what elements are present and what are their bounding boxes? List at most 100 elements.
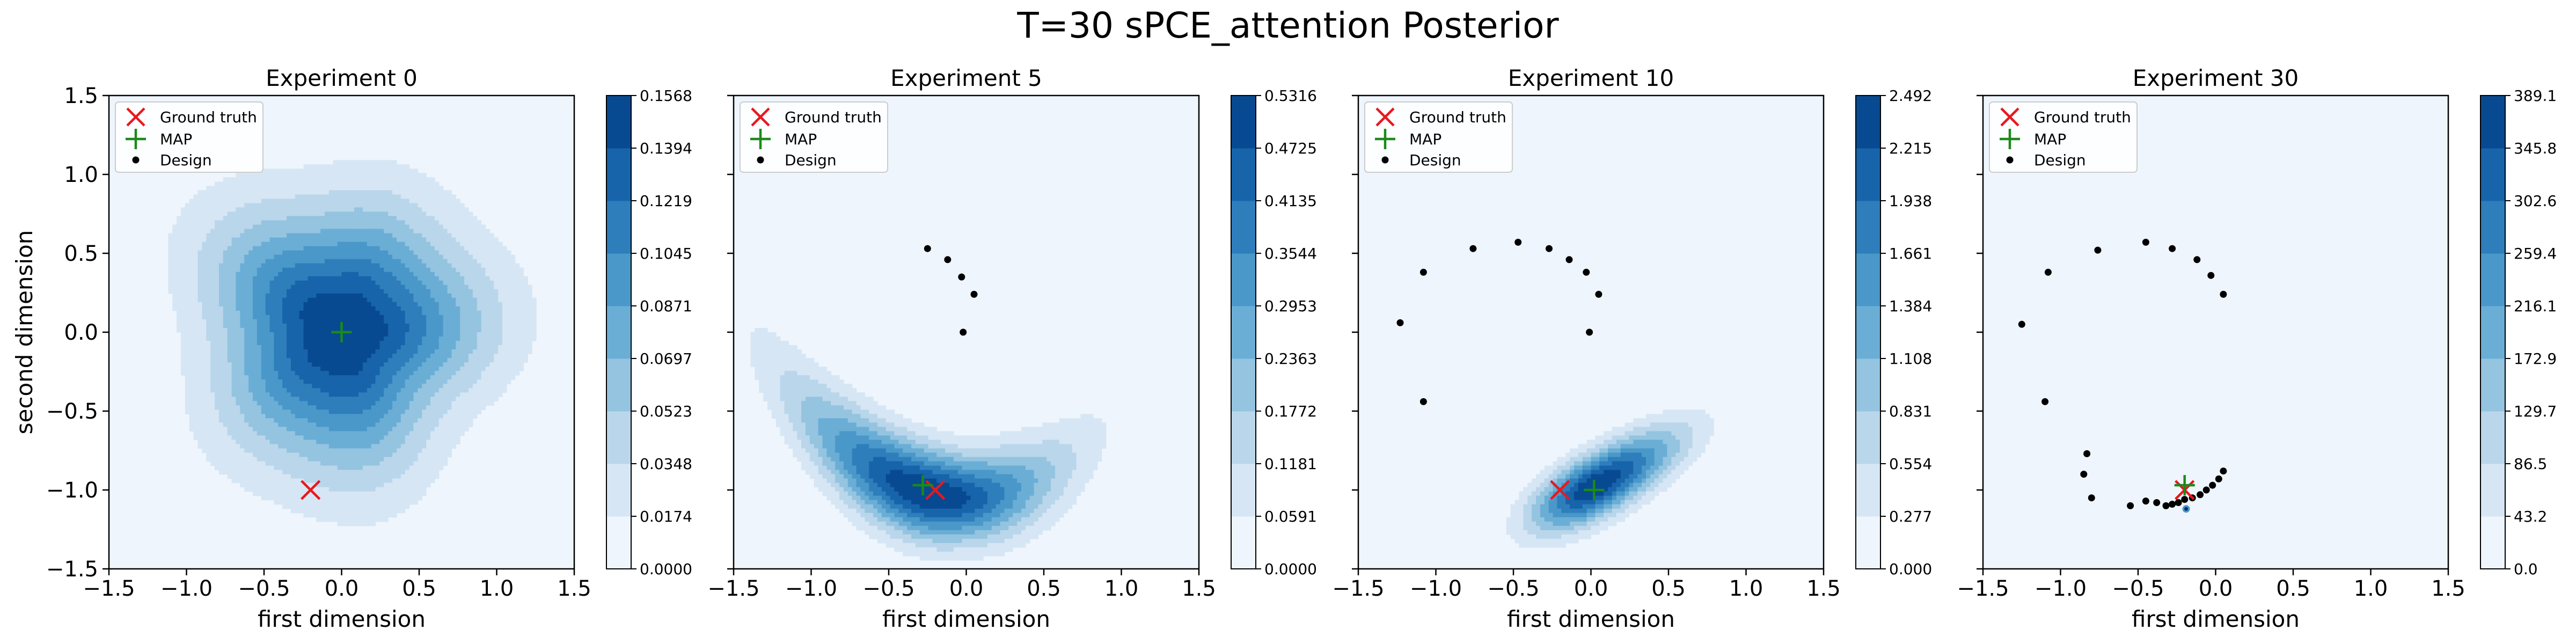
colorbar: 0.0000 0.0174 0.0348 0.0523 0.0697 0.0871 0.10… <box>606 87 692 578</box>
colorbar-tick-label: 0.3544 <box>1264 245 1317 262</box>
x-tick-label: 1.0 <box>2354 576 2388 601</box>
x-tick-label: −1.0 <box>1410 576 1462 601</box>
y-tick-label: −0.5 <box>46 399 98 424</box>
colorbar-tick-label: 0.1568 <box>640 87 692 105</box>
legend: Ground truth MAP Design <box>1364 101 1513 173</box>
y-axis-label: second dimension <box>11 230 38 435</box>
x-axis-label: first dimension <box>258 606 426 632</box>
panel-1: Ground truth MAP Design −1.5 −1.0 −0.5 0.0 0.5 1… <box>707 65 1317 632</box>
map-marker <box>331 322 352 342</box>
colorbar-tick-label: 0.831 <box>1889 402 1932 420</box>
design-point <box>2088 494 2095 502</box>
map-marker <box>2174 475 2195 496</box>
x-tick-label: 0.0 <box>325 576 359 601</box>
design-point <box>2220 290 2227 298</box>
design-point <box>944 256 952 264</box>
colorbar-tick-label: 0.0697 <box>640 350 692 368</box>
legend-ground-truth-icon <box>1375 107 1395 127</box>
colorbar-tick-label: 2.492 <box>1889 87 1932 105</box>
x-axis-label: first dimension <box>882 606 1050 632</box>
panel-title: Experiment 5 <box>890 65 1042 91</box>
colorbar-tick-label: 0.0523 <box>640 402 692 420</box>
y-tick-label: −1.0 <box>46 478 98 503</box>
legend-map-icon <box>750 129 771 149</box>
x-tick-label: −1.5 <box>1332 576 1384 601</box>
colorbar-tick-label: 0.0000 <box>640 560 692 578</box>
ground-truth-marker <box>925 480 946 500</box>
design-point <box>924 245 931 252</box>
x-tick-label: 0.0 <box>949 576 984 601</box>
ground-truth-marker <box>301 480 321 500</box>
design-point <box>1419 398 1427 405</box>
colorbar-tick-label: 129.7 <box>2514 402 2557 420</box>
design-point <box>2197 491 2204 499</box>
y-tick-label: 0.0 <box>64 320 98 345</box>
legend-map-icon <box>126 129 146 149</box>
design-point <box>2202 486 2210 494</box>
colorbar-tick-label: 389.1 <box>2514 87 2557 105</box>
legend-entry: MAP <box>160 130 192 148</box>
design-point <box>2153 499 2161 506</box>
legend: Ground truth MAP Design <box>740 101 888 173</box>
x-axis-label: first dimension <box>2132 606 2300 632</box>
x-tick-label: −1.5 <box>707 576 759 601</box>
colorbar-tick-label: 0.000 <box>1889 560 1932 578</box>
legend-entry: Ground truth <box>2034 108 2131 126</box>
colorbar-tick-label: 0.0000 <box>1264 560 1317 578</box>
colorbar-tick-label: 1.108 <box>1889 350 1932 368</box>
colorbar-tick-label: 0.0 <box>2514 560 2538 578</box>
x-tick-label: −0.5 <box>1487 576 1539 601</box>
design-point <box>2094 246 2102 254</box>
legend-entry: MAP <box>785 130 817 148</box>
x-tick-label: 1.0 <box>1104 576 1139 601</box>
colorbar: 0.000 0.277 0.554 0.831 1.108 1.384 1.661 1.938… <box>1855 87 1932 578</box>
x-tick-label: 0.5 <box>1027 576 1061 601</box>
design-point <box>2127 502 2134 509</box>
colorbar-tick-label: 172.9 <box>2514 350 2557 368</box>
legend-entry: Design <box>785 151 837 169</box>
design-point <box>960 328 967 336</box>
x-tick-label: 0.5 <box>2276 576 2310 601</box>
design-point <box>1546 245 1553 252</box>
panel-3: Ground truth MAP Design −1.5 −1.0 −0.5 0.0 0.5 1… <box>1957 65 2557 632</box>
colorbar-tick-label: 1.384 <box>1889 297 1932 315</box>
panel-title: Experiment 10 <box>1508 65 1674 91</box>
legend-design-icon <box>757 156 764 164</box>
colorbar-tick-label: 0.554 <box>1889 455 1932 473</box>
x-tick-label: −1.5 <box>1957 576 2009 601</box>
colorbar-tick-label: 0.1045 <box>640 245 692 262</box>
design-point <box>2142 238 2149 246</box>
design-point <box>2018 320 2025 328</box>
design-point <box>1565 256 1573 264</box>
legend-entry: Ground truth <box>785 108 882 126</box>
colorbar-tick-label: 0.0871 <box>640 297 692 315</box>
design-point <box>958 273 965 281</box>
legend-ground-truth-icon <box>751 107 770 127</box>
design-point <box>1583 268 1590 276</box>
panel-title: Experiment 0 <box>266 65 418 91</box>
design-point <box>2207 272 2215 279</box>
design-point <box>2083 450 2091 457</box>
design-point <box>2181 496 2189 503</box>
figure-title: T=30 sPCE_attention Posterior <box>1016 5 1559 46</box>
map-marker <box>912 475 933 496</box>
panel-0: Ground truth MAP Design −1.5 −1.0 −0.5 0.0 0.5 1… <box>11 65 692 632</box>
contour-field <box>734 96 1199 569</box>
colorbar-tick-label: 1.938 <box>1889 192 1932 210</box>
x-tick-label: 0.0 <box>1574 576 1608 601</box>
legend: Ground truth MAP Design <box>115 101 264 173</box>
colorbar-tick-label: 0.0174 <box>640 508 692 525</box>
x-tick-label: −0.5 <box>2112 576 2164 601</box>
x-tick-label: 1.5 <box>1182 576 1216 601</box>
colorbar-tick-label: 302.6 <box>2514 192 2557 210</box>
legend: Ground truth MAP Design <box>1989 101 2138 173</box>
x-tick-label: 1.5 <box>1806 576 1841 601</box>
colorbar-tick-label: 43.2 <box>2514 508 2547 525</box>
x-tick-label: 1.5 <box>557 576 591 601</box>
x-tick-label: 1.0 <box>480 576 514 601</box>
design-point <box>2175 499 2182 506</box>
colorbar-tick-label: 0.5316 <box>1264 87 1317 105</box>
x-tick-label: 1.5 <box>2431 576 2465 601</box>
colorbar-tick-label: 0.0348 <box>640 455 692 473</box>
